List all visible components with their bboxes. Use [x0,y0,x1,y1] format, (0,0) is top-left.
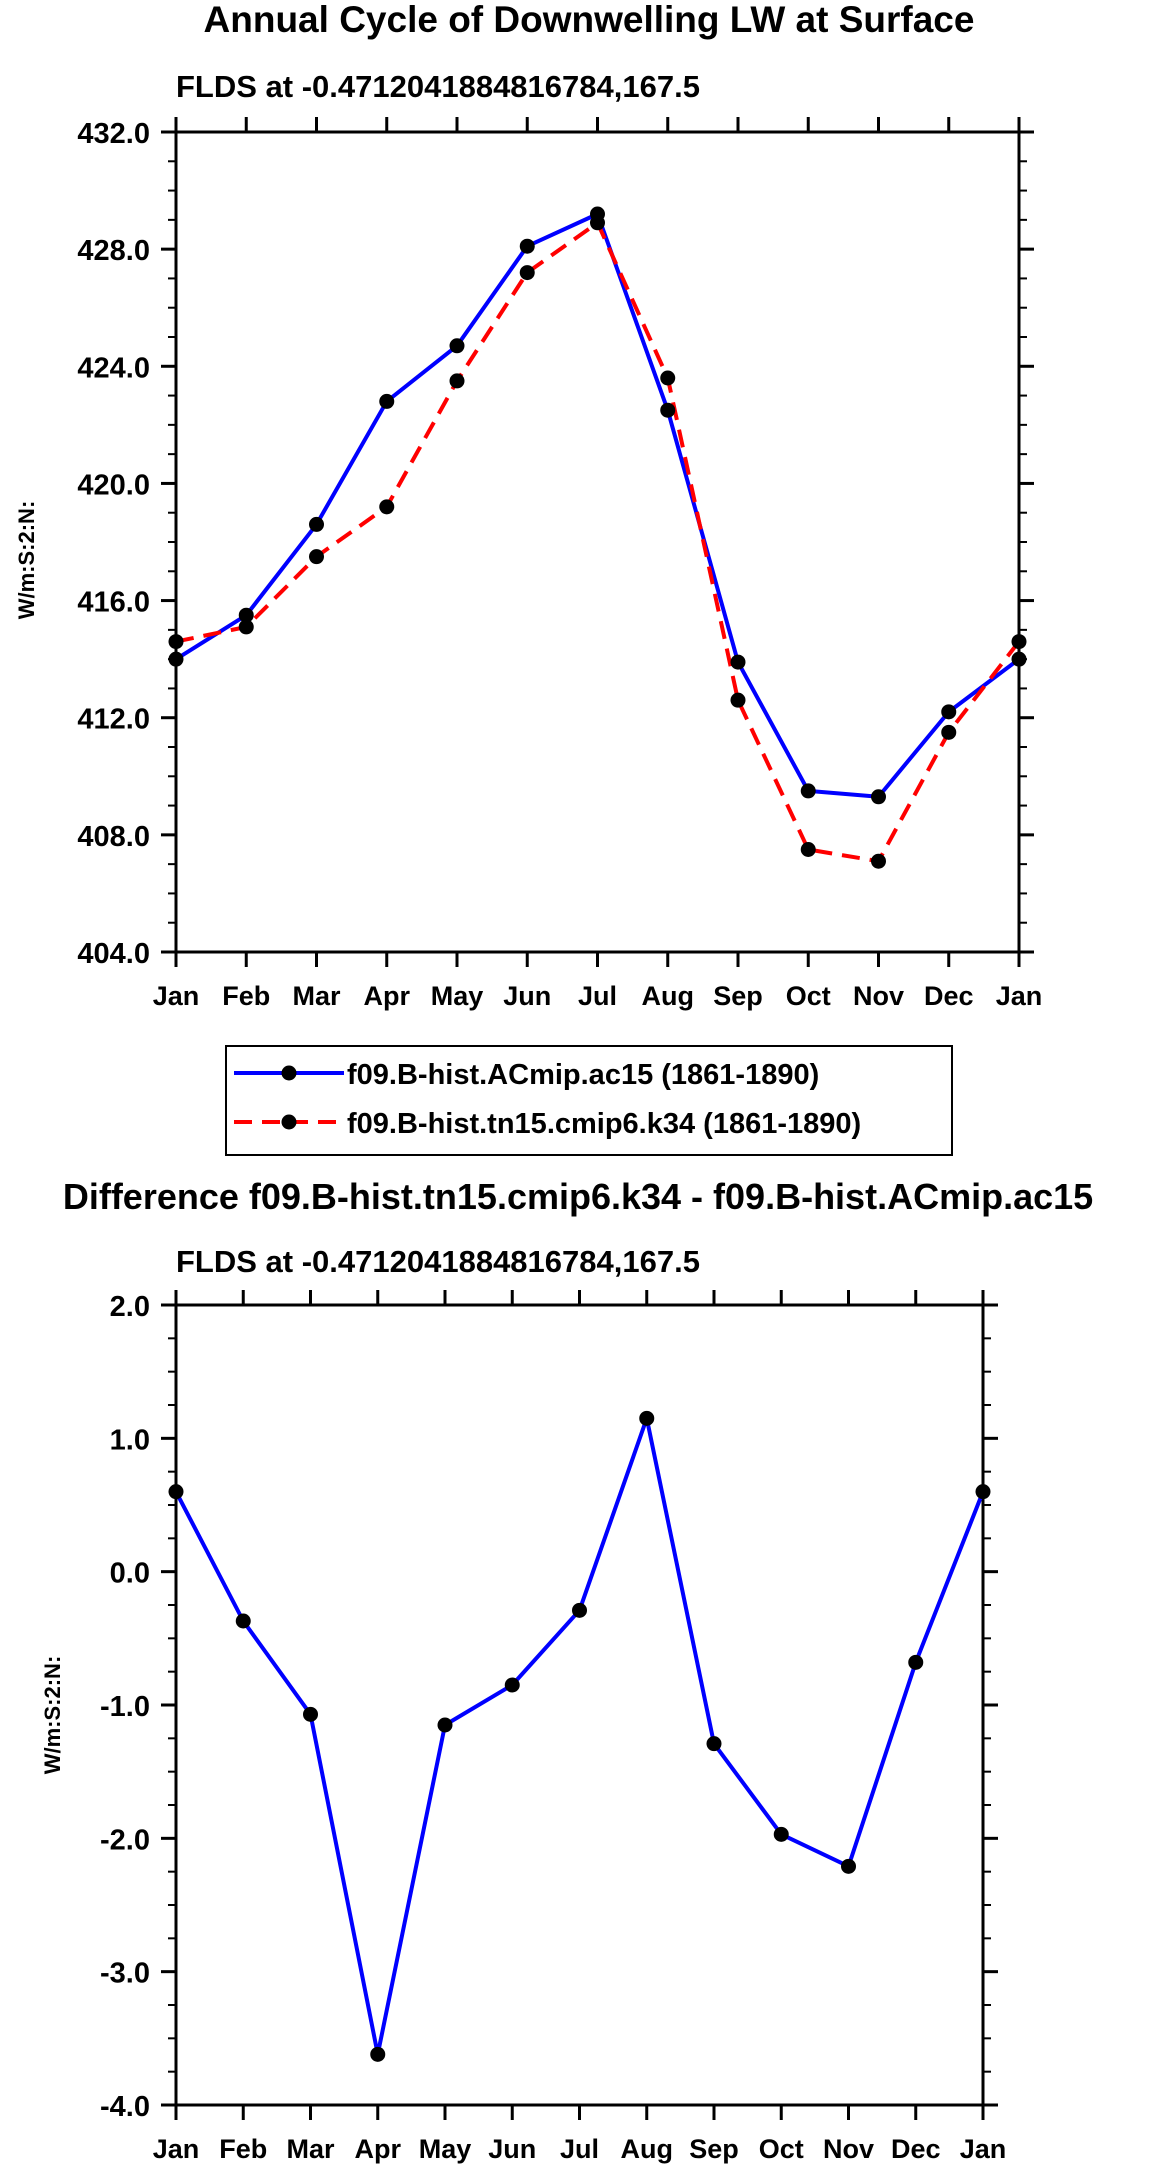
chart2-series-1-point [975,1484,991,1500]
chart2-ytick-label: 0.0 [110,1558,150,1590]
legend-label-series-1: f09.B-hist.ACmip.ac15 (1861-1890) [347,1059,819,1091]
chart1-series-2-point [590,215,605,231]
chart1-series-2-point [309,549,324,565]
chart1-series-1-point [871,789,886,805]
chart2-series-1-point [639,1410,655,1426]
chart1-title: Annual Cycle of Downwelling LW at Surfac… [204,0,975,40]
chart2-xtick-label: Jan [153,2134,200,2164]
chart1-xtick-label: Dec [924,981,974,1011]
chart1-series-2-point [1011,634,1027,650]
chart2-xtick-label: Jul [560,2134,599,2164]
chart2-series-1-point [168,1484,184,1500]
chart1-xtick-label: Mar [292,981,341,1011]
chart1-series-1-point [660,402,676,418]
legend-box [225,1045,953,1156]
chart1-ytick-label: 428.0 [77,235,150,267]
chart2-ytick-label: 1.0 [110,1424,150,1456]
legend-marker-series-2 [281,1114,297,1130]
chart1-xtick-label: Jul [578,981,617,1011]
chart1-xtick-label: Oct [786,981,831,1011]
chart1-ytick-label: 408.0 [77,821,150,853]
chart1-xtick-label: Jun [503,981,551,1011]
chart2-xtick-label: Sep [689,2134,739,2164]
chart1-series-2-point [449,373,465,389]
chart1-series-1-point [941,704,957,720]
chart1-legend: f09.B-hist.ACmip.ac15 (1861-1890) f09.B-… [225,1045,953,1156]
legend-label-series-2: f09.B-hist.tn15.cmip6.k34 (1861-1890) [347,1108,861,1140]
chart1-xtick-label: Sep [713,981,763,1011]
chart2-ytick-label: 2.0 [110,1291,150,1323]
chart1-plot-area: 404.0 408.0 412.0 416.0 420.0 424.0 428.0 432.0… [77,117,1042,1011]
chart1-series-1-point [519,238,535,254]
chart2-frame [174,1303,985,2107]
chart1-ytick-label: 404.0 [77,938,150,970]
chart2-ytick-label: -2.0 [100,1824,150,1856]
chart2-series-1-point [706,1736,722,1752]
chart2-series-1-point [572,1602,587,1618]
chart2-xtick-label: Dec [891,2134,941,2164]
chart2-plot-area: -4.0 -3.0 -2.0 -1.0 0.0 1.0 2.0 Jan Feb Mar Apr May… [100,1290,1006,2164]
chart2-xtick-label: Apr [355,2134,402,2164]
chart1-series-2-point [800,842,816,857]
chart1-xtick-label: Nov [853,981,904,1011]
chart1-series-2-point [519,265,535,281]
chart1-xtick-label: Apr [364,981,411,1011]
chart1-series-2-point [660,370,676,386]
chart2-series-1-point [303,1706,318,1722]
chart1-series-2-point [730,692,746,708]
chart2-series-1-line [174,1416,985,2057]
chart2-xtick-label: Mar [286,2134,335,2164]
chart2-xtick-label: Nov [823,2134,874,2164]
chart1-series-1-point [800,783,816,799]
chart1-series-2-point [238,619,254,635]
chart2-xtick-label: Jun [488,2134,536,2164]
chart1-ytick-label: 420.0 [77,469,150,501]
chart2-ytick-label: -3.0 [100,1958,150,1990]
chart1-series-2-point [871,853,886,869]
chart1-series-1-point [379,393,395,409]
chart1-series-1-point [1011,651,1027,667]
chart1-ylabel: W/m:S:2:N: [14,501,39,620]
chart1-series-2-point [379,499,395,515]
chart1-series-2-point [941,724,957,740]
chart2-xtick-label: Jan [960,2134,1007,2164]
chart2-xtick-label: Oct [759,2134,804,2164]
chart2-subtitle: FLDS at -0.4712041884816784,167.5 [176,1244,700,1279]
chart1-ytick-label: 412.0 [77,704,150,736]
chart1-series-1-point [168,651,184,667]
chart1-xtick-label: Jan [153,981,200,1011]
chart1-ytick-label: 432.0 [77,118,150,150]
chart1-series-1-line [174,212,1021,799]
chart1-subtitle: FLDS at -0.4712041884816784,167.5 [176,69,700,104]
chart2-xtick-label: Aug [621,2134,673,2164]
chart1-series-1-point [238,607,254,623]
chart2-title: Difference f09.B-hist.tn15.cmip6.k34 - f… [63,1176,1093,1217]
chart1-series-1-point [309,516,324,532]
chart2-ytick-label: -1.0 [100,1691,150,1723]
chart2-series-1-point [841,1858,856,1874]
chart2-series-1-point [908,1654,924,1670]
chart1-ytick-label: 424.0 [77,352,150,384]
chart2-series-1-point [370,2046,386,2062]
chart2-series-1-point [773,1826,789,1842]
chart2-xtick-label: Feb [219,2134,267,2164]
chart2-ytick-label: -4.0 [100,2091,150,2123]
chart1-xtick-label: Feb [222,981,270,1011]
chart1-xtick-label: Jan [996,981,1043,1011]
legend-marker-series-1 [281,1065,297,1081]
chart2-ylabel: W/m:S:2:N: [40,1656,65,1775]
chart1-series-2-point [168,634,184,650]
chart1-series-1-point [449,338,465,354]
chart2-series-1-point [437,1717,453,1733]
chart2-xtick-label: May [419,2134,472,2164]
chart2-series-1-point [504,1677,520,1693]
chart1-xtick-label: May [431,981,484,1011]
chart1-ytick-label: 416.0 [77,587,150,619]
chart1-series-1-point [730,654,746,670]
chart1-xtick-label: Aug [642,981,694,1011]
chart2-series-1-point [235,1613,251,1629]
